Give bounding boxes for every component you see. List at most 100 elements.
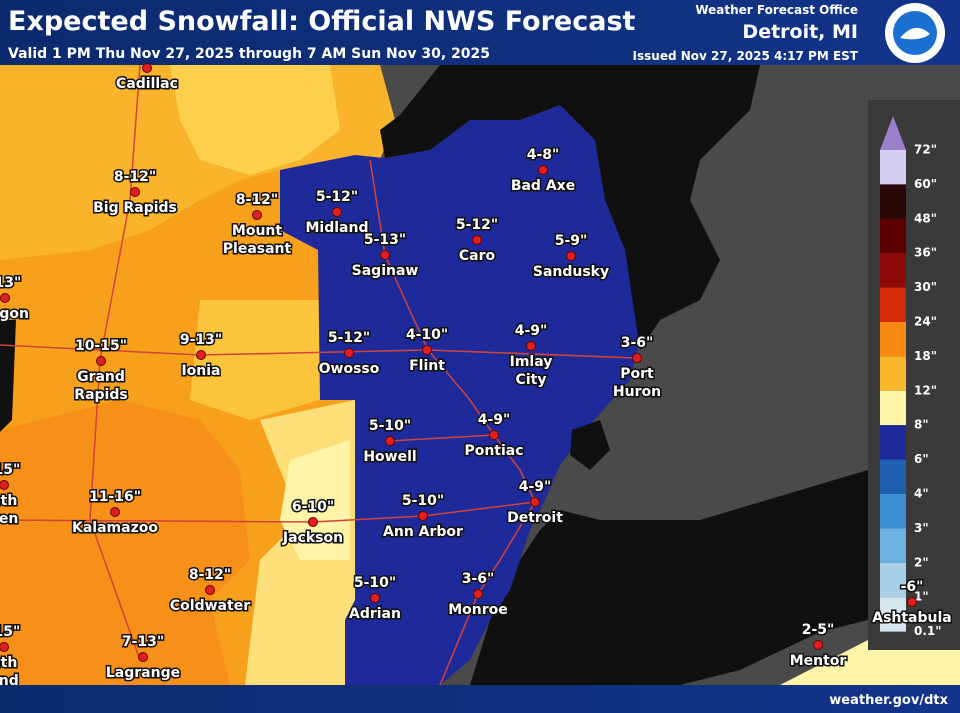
snow-amount: 5-10" [402,493,444,509]
city-name: Monroe [448,602,508,618]
city-name: uth [0,493,17,509]
legend-swatch [880,494,906,529]
city-name: Ionia [181,363,220,379]
legend-label: 18" [914,349,937,363]
city-name: Detroit [507,510,563,526]
legend-swatch [880,253,906,288]
snow-amount: 5-12" [328,330,370,346]
legend-swatch [880,150,906,185]
city-name: Bad Axe [511,178,575,194]
legend-swatch [880,597,906,632]
city-dot [422,345,432,355]
valid-period: Valid 1 PM Thu Nov 27, 2025 through 7 AM… [8,46,490,62]
legend-label: 0.1" [914,624,942,638]
issued: Issued Nov 27, 2025 4:17 PM EST [633,49,859,63]
legend-swatch [880,459,906,494]
city-dot [370,593,380,603]
legend-label: 8" [914,418,929,432]
snow-amount: -6" [901,579,924,595]
city-dot [142,63,152,73]
city-dot [907,597,917,607]
snow-amount: 5-13" [364,232,406,248]
city-name: Lagrange [106,665,180,681]
city-name: Huron [613,384,661,400]
snow-amount: 10-15" [75,338,127,354]
snow-amount: 4-9" [519,479,552,495]
city-name: Howell [363,449,416,465]
city-dot [0,480,9,490]
city-name: Midland [306,220,369,236]
snow-amount: 5-12" [456,217,498,233]
office: Detroit, MI [742,21,858,43]
city-name: Coldwater [170,598,250,614]
city-name: Ashtabula [872,610,952,626]
snow-amount: 5-12" [316,189,358,205]
office-label: Weather Forecast Office [695,3,858,17]
city-dot [526,341,536,351]
city-name: Pleasant [223,241,292,257]
city-name: City [516,372,547,388]
legend-swatch [880,425,906,460]
snow-amount: 4-9" [515,323,548,339]
city-dot [308,517,318,527]
city-name: Grand [77,369,125,385]
city-name: kegon [0,306,29,322]
city-dot [138,652,148,662]
city-name: Mount [232,223,282,239]
city-dot [813,640,823,650]
city-name: Flint [409,358,445,374]
legend-label: 1" [914,590,929,604]
legend-label: 60" [914,177,937,191]
footer-bar [0,685,960,713]
city-name: Mentor [790,653,847,669]
city-dot [130,187,140,197]
snow-amount: 6-10" [292,499,334,515]
snow-amount: 4-8" [527,147,560,163]
header-bar [0,0,960,65]
snow-amount: -13" [0,275,21,291]
legend-label: 72" [914,143,937,157]
snow-amount: 2-5" [802,622,835,638]
snow-amount: 8-12" [114,169,156,185]
snow-amount: 3-6" [462,571,495,587]
city-dot [205,585,215,595]
city-dot [332,207,342,217]
city-dot [530,497,540,507]
city-dot [380,250,390,260]
city-name: Adrian [349,606,401,622]
city-dot [473,589,483,599]
title: Expected Snowfall: Official NWS Forecast [8,6,636,37]
snow-amount: 4-10" [406,327,448,343]
legend-swatch [880,287,906,322]
city-dot [344,348,354,358]
snow-amount: 8-12" [189,567,231,583]
legend-label: 48" [914,211,937,225]
legend-label: 36" [914,246,937,260]
cities: Cadillac 8-12" Big Rapids 8-12" Mount Pleasan… [0,63,953,691]
legend-label: 12" [914,383,937,397]
snow-amount: 5-10" [369,418,411,434]
city-dot [0,642,9,652]
legend-swatch [880,528,906,563]
city-name: Port [620,366,654,382]
city-dot [252,210,262,220]
city-name: Owosso [319,361,380,377]
snow-amount: 7-13" [122,634,164,650]
city-dot [110,507,120,517]
snow-amount: 3-6" [621,335,654,351]
city-name: uth [0,655,17,671]
legend-label: 30" [914,280,937,294]
city-name: Ann Arbor [383,524,463,540]
city-name: Cadillac [116,76,178,92]
city-name: Caro [459,248,496,264]
legend-label: 2" [914,555,929,569]
legend-label: 6" [914,452,929,466]
city-name: Sandusky [533,264,609,280]
city-dot [632,353,642,363]
city-name: Saginaw [352,263,419,279]
city-name: Pontiac [464,443,523,459]
city-name: Imlay [510,354,553,370]
snow-amount: 9-13" [180,332,222,348]
legend-swatch [880,218,906,254]
